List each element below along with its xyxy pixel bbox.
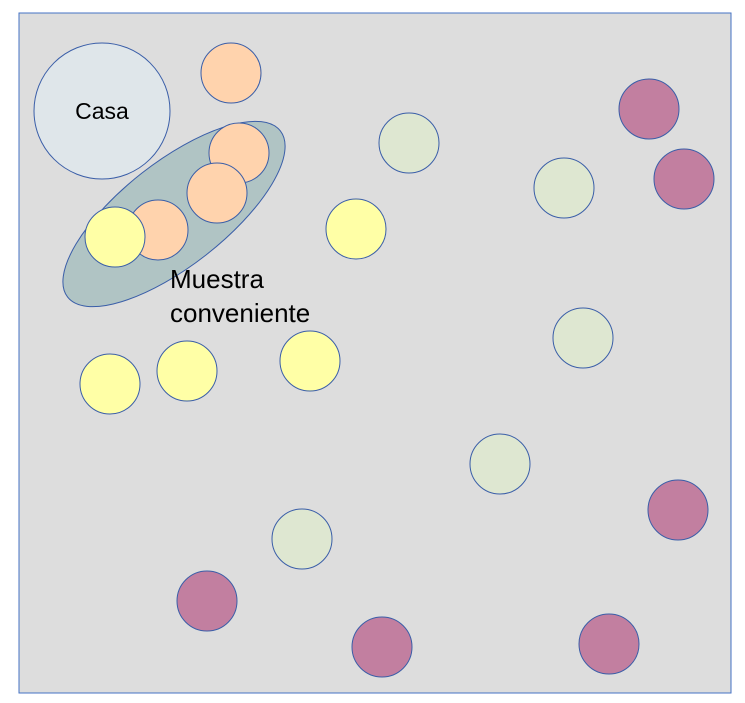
purple-dot	[647, 479, 709, 541]
purple-dot	[653, 148, 715, 210]
green-dot	[469, 433, 531, 495]
purple-dot	[578, 613, 640, 675]
purple-dot	[351, 616, 413, 678]
yellow-dot	[79, 353, 141, 415]
orange-dot	[200, 42, 262, 104]
green-dot	[552, 307, 614, 369]
orange-dot	[186, 162, 248, 224]
yellow-dot	[279, 330, 341, 392]
green-dot	[533, 157, 595, 219]
green-dot	[378, 112, 440, 174]
yellow-dot	[84, 206, 146, 268]
yellow-dot	[156, 340, 218, 402]
home-label: Casa	[75, 98, 129, 124]
home-circle	[33, 42, 171, 180]
sample-label-line1: Muestra	[170, 264, 264, 294]
purple-dot	[176, 570, 238, 632]
green-dot	[271, 508, 333, 570]
sample-label-line2: conveniente	[170, 298, 310, 328]
purple-dot	[618, 78, 680, 140]
yellow-dot	[325, 198, 387, 260]
